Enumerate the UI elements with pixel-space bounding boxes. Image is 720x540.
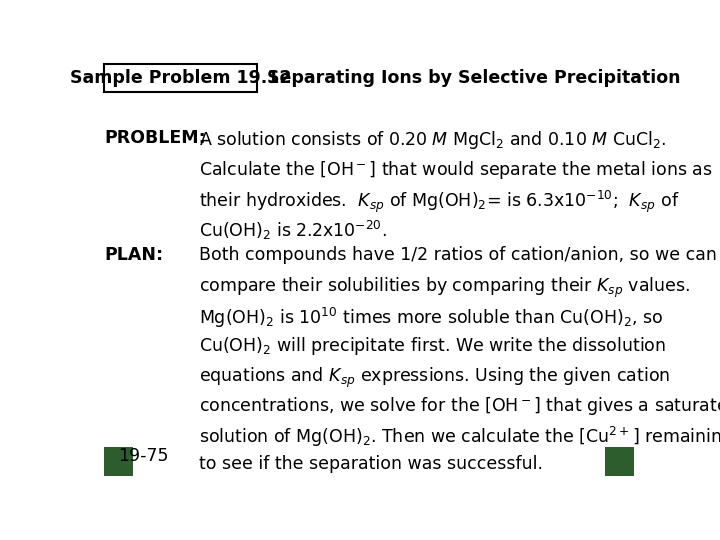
Text: Separating Ions by Selective Precipitation: Separating Ions by Selective Precipitati… — [267, 69, 681, 87]
Bar — [605, 447, 634, 476]
Text: PROBLEM:: PROBLEM: — [104, 129, 206, 147]
Text: 19-75: 19-75 — [118, 447, 168, 465]
Text: their hydroxides.  $\it{K}$$_{sp}$ of Mg(OH)$_2$= is 6.3x10$^{-10}$;  $\it{K}$$_: their hydroxides. $\it{K}$$_{sp}$ of Mg(… — [199, 189, 680, 215]
Text: Calculate the [OH$^-$] that would separate the metal ions as: Calculate the [OH$^-$] that would separa… — [199, 159, 713, 181]
Text: compare their solubilities by comparing their $\it{K}$$_{sp}$ values.: compare their solubilities by comparing … — [199, 275, 690, 300]
Text: Cu(OH)$_2$ will precipitate first. We write the dissolution: Cu(OH)$_2$ will precipitate first. We wr… — [199, 335, 666, 357]
Text: PLAN:: PLAN: — [104, 246, 163, 264]
Bar — [104, 64, 258, 92]
Bar — [104, 447, 133, 476]
Text: equations and $\it{K}$$_{sp}$ expressions. Using the given cation: equations and $\it{K}$$_{sp}$ expression… — [199, 366, 670, 390]
Text: Both compounds have 1/2 ratios of cation/anion, so we can: Both compounds have 1/2 ratios of cation… — [199, 246, 716, 264]
Text: concentrations, we solve for the [OH$^-$] that gives a saturated: concentrations, we solve for the [OH$^-$… — [199, 395, 720, 417]
Text: Mg(OH)$_2$ is 10$^{10}$ times more soluble than Cu(OH)$_2$, so: Mg(OH)$_2$ is 10$^{10}$ times more solub… — [199, 306, 663, 329]
Text: solution of Mg(OH)$_2$. Then we calculate the [Cu$^{2+}$] remaining: solution of Mg(OH)$_2$. Then we calculat… — [199, 426, 720, 449]
Text: Sample Problem 19.12: Sample Problem 19.12 — [70, 69, 292, 87]
Text: to see if the separation was successful.: to see if the separation was successful. — [199, 455, 543, 473]
Text: A solution consists of 0.20 $\it{M}$ MgCl$_2$ and 0.10 $\it{M}$ CuCl$_2$.: A solution consists of 0.20 $\it{M}$ MgC… — [199, 129, 666, 151]
Text: Cu(OH)$_2$ is 2.2x10$^{-20}$.: Cu(OH)$_2$ is 2.2x10$^{-20}$. — [199, 219, 387, 242]
